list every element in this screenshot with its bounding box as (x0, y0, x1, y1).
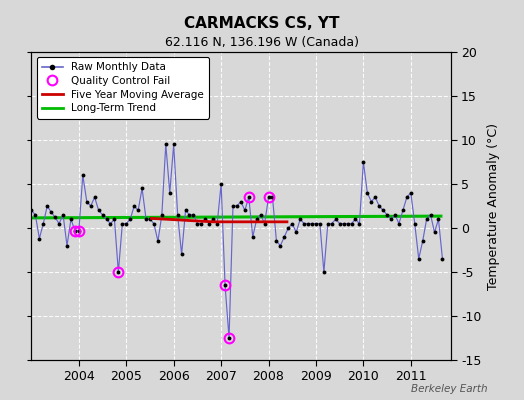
Y-axis label: Temperature Anomaly (°C): Temperature Anomaly (°C) (487, 122, 500, 290)
Text: CARMACKS CS, YT: CARMACKS CS, YT (184, 16, 340, 31)
Text: Berkeley Earth: Berkeley Earth (411, 384, 487, 394)
Legend: Raw Monthly Data, Quality Control Fail, Five Year Moving Average, Long-Term Tren: Raw Monthly Data, Quality Control Fail, … (37, 57, 209, 118)
Text: 62.116 N, 136.196 W (Canada): 62.116 N, 136.196 W (Canada) (165, 36, 359, 49)
